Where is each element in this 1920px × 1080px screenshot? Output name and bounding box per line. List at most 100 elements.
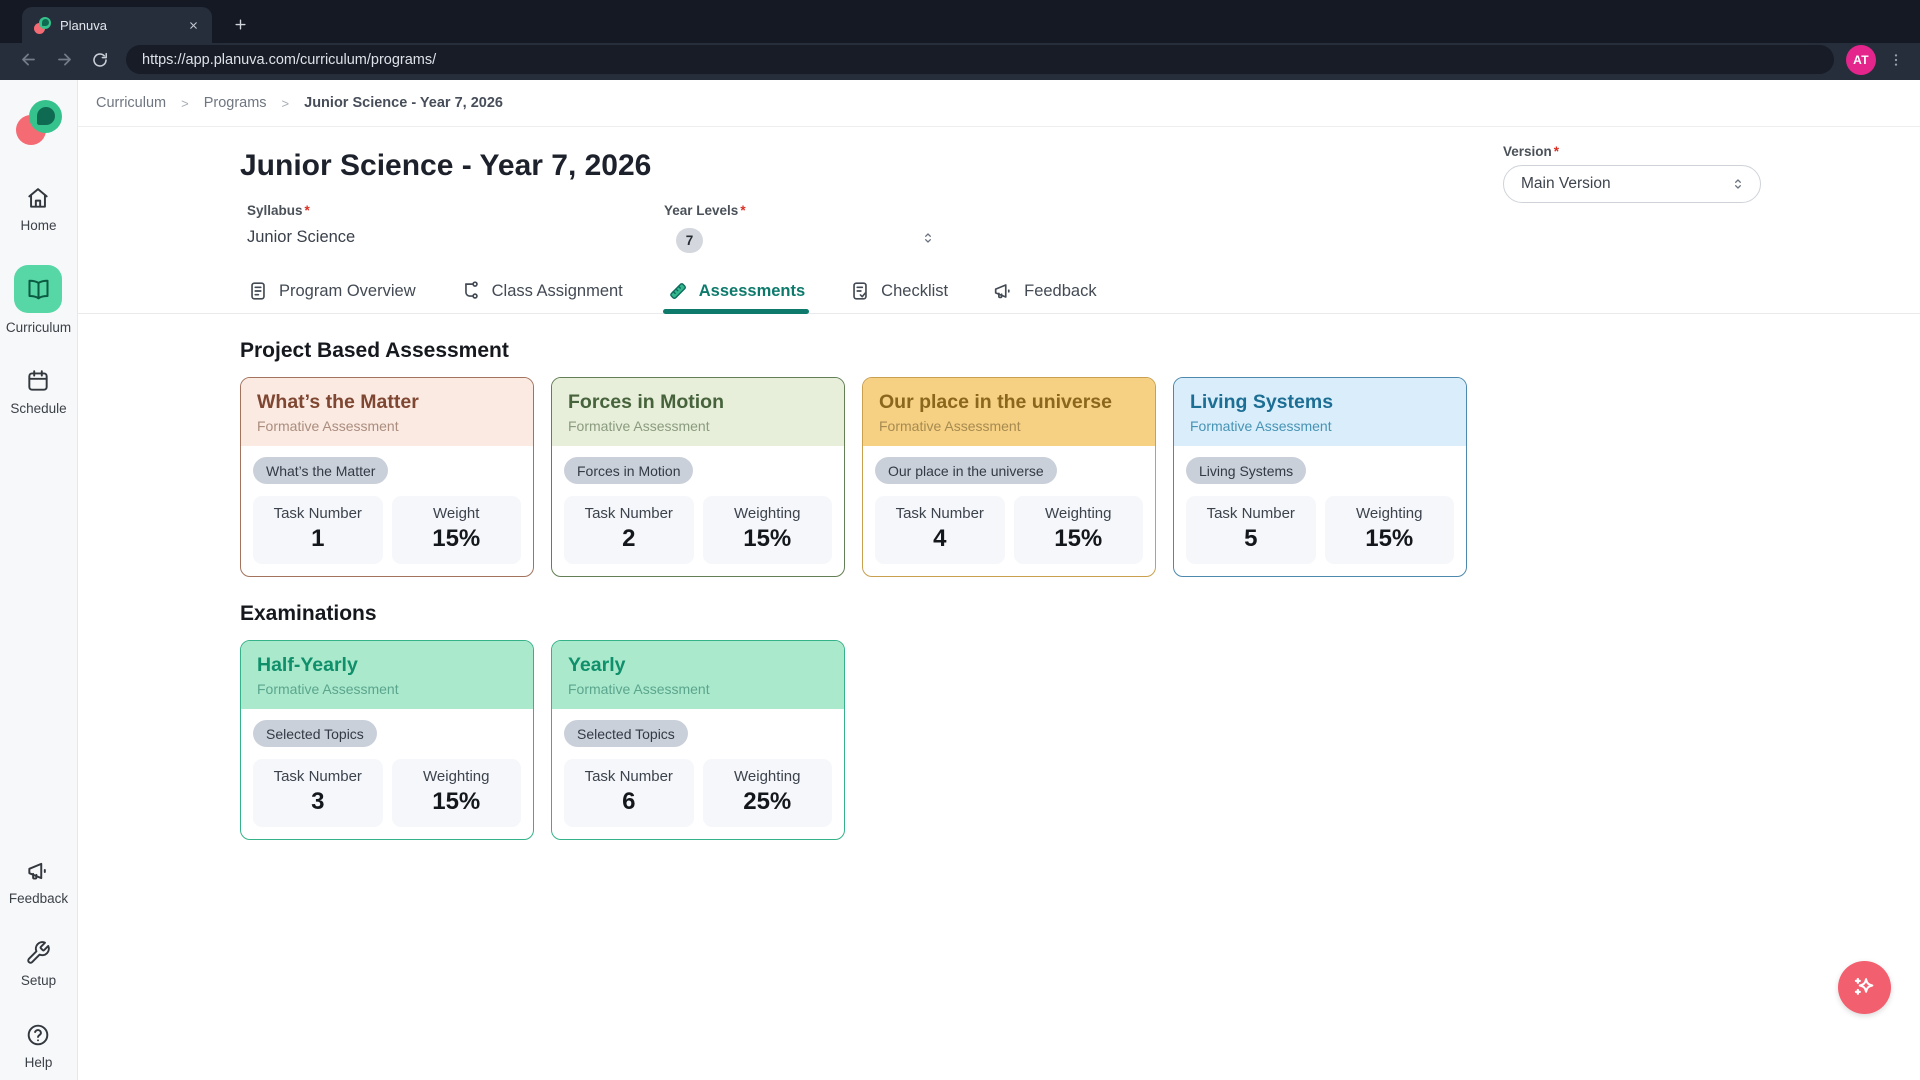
card-stats: Task Number 6 Weighting 25% <box>564 759 832 827</box>
assistant-fab[interactable] <box>1838 961 1891 1014</box>
stat-value: 15% <box>1054 525 1103 552</box>
browser-tab[interactable]: Planuva <box>22 7 212 43</box>
tab-feedback[interactable]: Feedback <box>992 280 1097 302</box>
back-icon[interactable] <box>14 46 42 74</box>
card-header: Living Systems Formative Assessment <box>1174 378 1466 446</box>
browser-tabstrip: Planuva <box>0 0 1920 43</box>
tab-assessments[interactable]: Assessments <box>662 280 810 314</box>
required-asterisk: * <box>304 203 310 218</box>
card-stats: Task Number 1 Weight 15% <box>253 496 521 564</box>
forward-icon[interactable] <box>50 46 78 74</box>
chevron-updown-icon[interactable] <box>920 230 936 246</box>
topic-chip: Living Systems <box>1186 457 1307 484</box>
card-title: Forces in Motion <box>568 391 724 413</box>
url-text: https://app.planuva.com/curriculum/progr… <box>142 51 437 68</box>
breadcrumb-item-programs[interactable]: Programs <box>203 95 267 111</box>
breadcrumb-item-curriculum[interactable]: Curriculum <box>96 95 167 111</box>
stat-label: Task Number <box>273 505 362 522</box>
program-fields: Syllabus * Junior Science Year Levels * 7 <box>247 203 1920 253</box>
new-tab-button[interactable] <box>226 10 254 38</box>
sidebar-item-label: Feedback <box>8 891 69 906</box>
card-body: Forces in Motion Task Number 2 Weighting 15% <box>552 446 844 576</box>
year-levels-field[interactable]: Year Levels * 7 <box>664 203 944 253</box>
card-header: Half-Yearly Formative Assessment <box>241 641 533 709</box>
checklist-icon <box>849 280 871 302</box>
breadcrumb-separator: > <box>281 95 290 111</box>
assessment-card-yearly[interactable]: Yearly Formative Assessment Selected Topic… <box>551 640 845 840</box>
calendar-icon <box>25 367 52 394</box>
reload-icon[interactable] <box>86 46 114 74</box>
sidebar-item-help[interactable]: Help <box>24 1021 53 1070</box>
card-stats: Task Number 4 Weighting 15% <box>875 496 1143 564</box>
planuva-logo[interactable] <box>15 100 62 146</box>
hierarchy-icon <box>460 280 482 302</box>
version-field: Version * Main Version <box>1503 144 1761 203</box>
assessment-card-our-place-in-the-universe[interactable]: Our place in the universe Formative Asses… <box>862 377 1156 577</box>
assessment-card-half-yearly[interactable]: Half-Yearly Formative Assessment Selected … <box>240 640 534 840</box>
card-subtitle: Formative Assessment <box>568 681 710 697</box>
tab-checklist[interactable]: Checklist <box>849 280 948 302</box>
version-label: Version * <box>1503 144 1560 159</box>
sidebar-item-feedback[interactable]: Feedback <box>9 857 68 906</box>
card-header: Forces in Motion Formative Assessment <box>552 378 844 446</box>
sidebar-item-label: Help <box>24 1055 53 1070</box>
tab-class-assignment[interactable]: Class Assignment <box>460 280 623 302</box>
card-subtitle: Formative Assessment <box>1190 418 1332 434</box>
stat-label: Weighting <box>734 505 801 522</box>
version-select[interactable]: Main Version <box>1503 165 1761 203</box>
sidebar-item-setup[interactable]: Setup <box>21 939 56 988</box>
year-levels-value-row: 7 <box>664 228 944 253</box>
stat-box-weighting: Weighting 15% <box>1324 496 1454 564</box>
topic-chip: Selected Topics <box>564 720 688 747</box>
stat-value: 25% <box>743 788 792 815</box>
card-body: Our place in the universe Task Number 4 Wei… <box>863 446 1155 576</box>
required-asterisk: * <box>740 203 746 218</box>
card-body: Selected Topics Task Number 6 Weighting 25% <box>552 709 844 839</box>
stat-box-task-number: Task Number 3 <box>253 759 383 827</box>
stat-value: 15% <box>743 525 792 552</box>
browser-menu-icon[interactable] <box>1884 46 1908 74</box>
tab-program-overview[interactable]: Program Overview <box>247 280 416 302</box>
url-bar[interactable]: https://app.planuva.com/curriculum/progr… <box>126 45 1834 74</box>
assessment-card-forces-in-motion[interactable]: Forces in Motion Formative Assessment Forc… <box>551 377 845 577</box>
main-content: Curriculum > Programs > Junior Science - Yea… <box>78 80 1920 1080</box>
browser-toolbar: https://app.planuva.com/curriculum/progr… <box>0 43 1920 80</box>
browser-tab-title: Planuva <box>60 17 107 33</box>
stat-value: 1 <box>311 525 325 552</box>
assessment-card-what-s-the-matter[interactable]: What’s the Matter Formative Assessment Wha… <box>240 377 534 577</box>
year-level-chip: 7 <box>676 228 703 253</box>
stat-label: Task Number <box>895 505 984 522</box>
card-header: What’s the Matter Formative Assessment <box>241 378 533 446</box>
browser-profile-avatar[interactable]: AT <box>1846 44 1876 75</box>
sidebar-item-home[interactable]: Home <box>6 184 71 233</box>
stat-label: Task Number <box>584 768 673 785</box>
sidebar-item-schedule[interactable]: Schedule <box>6 367 71 416</box>
stat-box-task-number: Task Number 5 <box>1186 496 1316 564</box>
stat-label: Weighting <box>734 768 801 785</box>
stat-value: 2 <box>622 525 636 552</box>
planuva-favicon <box>34 16 51 34</box>
card-title: Yearly <box>568 654 626 676</box>
tabs-divider <box>78 313 1920 314</box>
card-header: Yearly Formative Assessment <box>552 641 844 709</box>
card-stats: Task Number 2 Weighting 15% <box>564 496 832 564</box>
assessment-sections: Project Based Assessment What’s the Matte… <box>78 339 1920 840</box>
stat-label: Task Number <box>584 505 673 522</box>
assessment-card-living-systems[interactable]: Living Systems Formative Assessment Living… <box>1173 377 1467 577</box>
card-body: Selected Topics Task Number 3 Weighting 15% <box>241 709 533 839</box>
breadcrumb: Curriculum > Programs > Junior Science - Yea… <box>78 80 1920 127</box>
book-icon <box>14 265 63 313</box>
stat-label: Task Number <box>273 768 362 785</box>
card-stats: Task Number 5 Weighting 15% <box>1186 496 1454 564</box>
close-tab-icon[interactable] <box>184 16 202 34</box>
sidebar-item-label: Setup <box>20 973 57 988</box>
stat-box-weight: Weight 15% <box>391 496 521 564</box>
sidebar-item-curriculum[interactable]: Curriculum <box>6 265 71 335</box>
megaphone-icon <box>992 280 1014 302</box>
section-heading-project-based-assessment: Project Based Assessment <box>240 339 509 362</box>
sidebar-item-label: Home <box>20 218 57 233</box>
stat-box-weighting: Weighting 15% <box>391 759 521 827</box>
card-title: Our place in the universe <box>879 391 1112 413</box>
card-subtitle: Formative Assessment <box>257 681 399 697</box>
card-subtitle: Formative Assessment <box>568 418 710 434</box>
